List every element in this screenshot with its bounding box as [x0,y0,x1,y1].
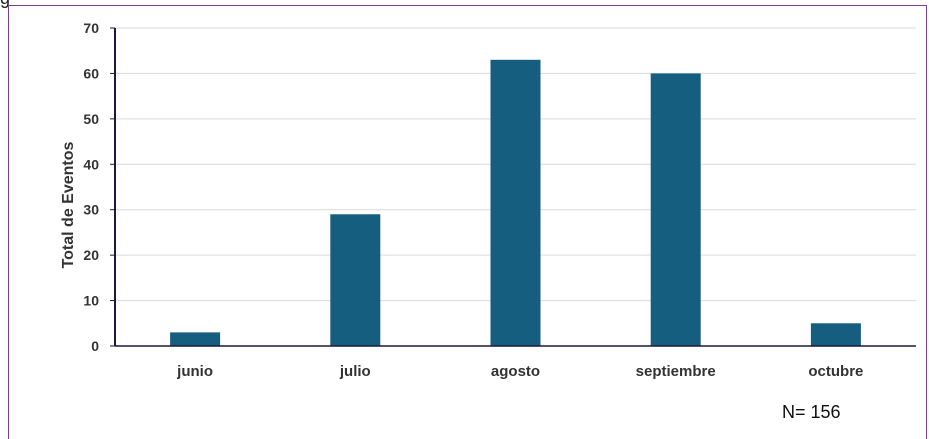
gridlines [115,27,916,302]
bar-junio [170,332,221,346]
y-tick-label: 0 [91,338,99,354]
chart-frame [8,5,927,439]
y-tick-label: 60 [83,65,99,81]
bar-septiembre [650,73,701,346]
x-category-label: julio [339,363,371,380]
bar-julio [330,214,381,346]
sample-size-note: N= 156 [782,402,841,422]
y-tick-label: 20 [83,247,99,263]
axes [110,27,916,347]
bars [170,59,861,347]
y-tick-label: 30 [83,202,99,218]
bar-octubre [810,323,861,346]
y-tick-label: 50 [83,111,99,127]
y-tick-label: 40 [83,156,99,172]
y-tick-label: 10 [83,293,99,309]
y-axis-label: Total de Eventos [60,141,77,268]
x-category-labels: junio julio agosto septiembre octubre [176,363,863,380]
bar-agosto [490,59,541,347]
x-category-label: agosto [491,363,540,380]
y-tick-label: 70 [83,20,99,36]
x-category-label: octubre [808,363,863,380]
x-category-label: septiembre [636,363,716,380]
x-category-label: junio [176,363,213,380]
header-fragment: g [0,0,10,9]
y-tick-labels: 0 10 20 30 40 50 60 70 [83,20,99,354]
